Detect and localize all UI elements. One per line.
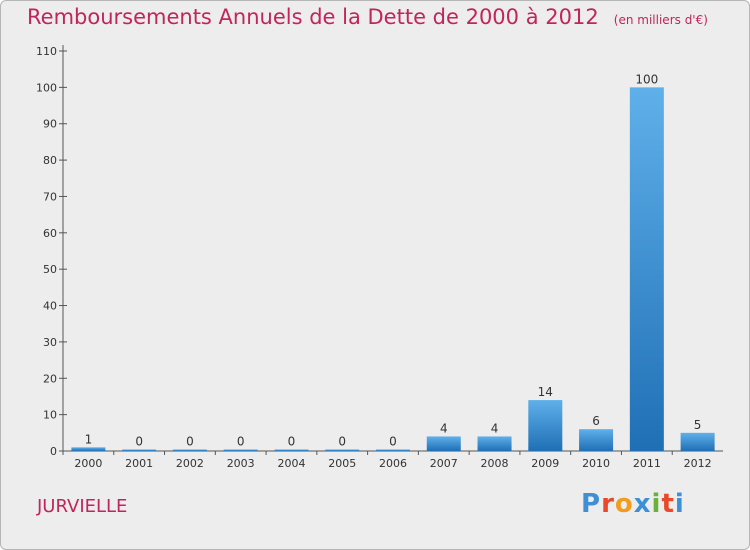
logo-letter: x (633, 489, 652, 519)
logo-letter: r (601, 489, 615, 519)
bar-2004 (274, 449, 309, 451)
y-tick-label: 70 (43, 190, 57, 203)
y-tick-label: 20 (43, 372, 57, 385)
x-tick-label: 2003 (227, 457, 255, 470)
x-tick-label: 2006 (379, 457, 407, 470)
commune-name: JURVIELLE (37, 496, 128, 517)
chart-title: Remboursements Annuels de la Dette de 20… (27, 5, 599, 29)
y-tick-label: 50 (43, 263, 57, 276)
x-tick-label: 2007 (430, 457, 458, 470)
bar-2010 (579, 429, 614, 451)
x-tick-label: 2004 (277, 457, 305, 470)
data-label: 0 (288, 435, 296, 449)
bar-2007 (426, 436, 461, 451)
logo-letter: t (661, 489, 675, 519)
data-label: 0 (389, 435, 397, 449)
bar-2005 (325, 449, 360, 451)
x-tick-label: 2002 (176, 457, 204, 470)
x-tick-label: 2005 (328, 457, 356, 470)
bar-2008 (477, 436, 512, 451)
logo-letter: i (651, 489, 662, 519)
x-tick-label: 2000 (74, 457, 102, 470)
bar-2002 (172, 449, 207, 451)
data-label: 0 (135, 435, 143, 449)
y-tick-label: 80 (43, 154, 57, 167)
data-label: 0 (186, 435, 194, 449)
data-label: 1 (85, 432, 93, 446)
bar-2001 (122, 449, 157, 451)
y-tick-label: 30 (43, 336, 57, 349)
y-tick-label: 60 (43, 227, 57, 240)
y-tick-label: 100 (36, 81, 57, 94)
logo-letter: P (581, 489, 602, 519)
proxiti-logo[interactable]: Proxiti (581, 489, 685, 519)
data-label: 14 (538, 385, 553, 399)
y-tick-label: 10 (43, 409, 57, 422)
y-tick-label: 110 (36, 45, 57, 58)
x-tick-label: 2008 (481, 457, 509, 470)
data-label: 5 (694, 418, 702, 432)
bar-2003 (223, 449, 258, 451)
x-tick-label: 2011 (633, 457, 661, 470)
bar-2006 (376, 449, 410, 451)
logo-letter: i (674, 489, 685, 519)
data-label: 100 (635, 72, 658, 86)
data-label: 4 (491, 421, 499, 435)
data-label: 6 (592, 414, 600, 428)
x-tick-label: 2012 (684, 457, 712, 470)
bar-2009 (528, 400, 563, 451)
bar-2012 (680, 432, 715, 451)
x-tick-label: 2009 (531, 457, 559, 470)
x-tick-label: 2010 (582, 457, 610, 470)
x-tick-label: 2001 (125, 457, 153, 470)
data-label: 0 (338, 435, 346, 449)
data-label: 0 (237, 435, 245, 449)
chart-subtitle: (en milliers d'€) (613, 13, 708, 27)
bar-2000 (71, 447, 106, 451)
bar-2011 (629, 87, 664, 451)
logo-letter: o (614, 489, 634, 519)
y-tick-label: 90 (43, 118, 57, 131)
data-label: 4 (440, 421, 448, 435)
title-row: Remboursements Annuels de la Dette de 20… (27, 5, 708, 29)
y-tick-label: 0 (50, 445, 57, 458)
y-tick-label: 40 (43, 300, 57, 313)
